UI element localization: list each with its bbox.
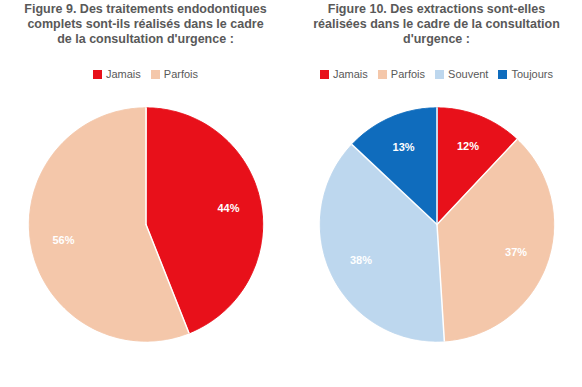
svg-text:13%: 13%: [393, 141, 415, 153]
html-text:Jamais: Jamais: [106, 68, 141, 80]
html-text:Parfois: Parfois: [390, 68, 426, 80]
html-text:Parfois: Parfois: [163, 68, 198, 80]
html-text:Jamais: Jamais: [333, 68, 368, 80]
html-text:Toujours: Toujours: [511, 68, 553, 80]
svg-text:56%: 56%: [52, 234, 74, 246]
html-text:Souvent: Souvent: [448, 68, 489, 80]
svg-text:37%: 37%: [505, 246, 527, 258]
svg-text:44%: 44%: [217, 202, 239, 214]
svg-text:38%: 38%: [350, 254, 372, 266]
html-text:Figure 10. Des extractions son: Figure 10. Des extractions sont-elles ré…: [313, 2, 560, 46]
svg-text:12%: 12%: [457, 140, 479, 152]
html-text:Figure 9. Des traitements endo: Figure 9. Des traitements endodontiques …: [24, 2, 267, 46]
